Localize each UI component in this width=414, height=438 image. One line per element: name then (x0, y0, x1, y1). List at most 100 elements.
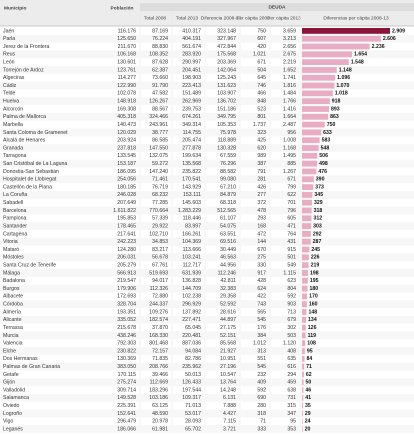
cell-number: 690 (257, 395, 266, 401)
row-stripe (0, 128, 414, 137)
cell-number: 46.563 (220, 255, 236, 261)
cell-number: 62.387 (152, 67, 168, 73)
bar (302, 129, 322, 136)
cell-number: 65.045 (185, 325, 201, 331)
cell-municipio: Salamanca (3, 395, 29, 401)
cell-number: 145.603 (182, 200, 201, 206)
bar (302, 74, 336, 81)
bar (302, 35, 381, 42)
cell-number: 512.565 (217, 208, 236, 214)
column-header: Per cápita 2013 (267, 15, 301, 21)
bar-label: 160 (309, 302, 318, 308)
cell-number: 76.719 (152, 184, 168, 190)
bar (302, 98, 330, 105)
bar (302, 113, 329, 120)
bar-label: 287 (313, 239, 322, 245)
cell-number: 10.547 (220, 372, 236, 378)
cell-number: 103.186 (149, 395, 168, 401)
cell-number: 372 (257, 200, 266, 206)
cell-number: 195.853 (117, 216, 136, 222)
cell-municipio: Elche (3, 348, 16, 354)
column-header: Total 2013 (176, 15, 198, 21)
cell-number: 3.659 (283, 28, 296, 34)
bar (302, 176, 314, 183)
cell-number: 410.317 (182, 28, 201, 34)
cell-number: 28.616 (220, 309, 236, 315)
cell-number: 44.956 (220, 263, 236, 269)
cell-number: 166.261 (182, 231, 201, 237)
cell-number: 71.835 (152, 356, 168, 362)
cell-number: 32.383 (220, 286, 236, 292)
bar (302, 394, 304, 401)
row-stripe (0, 237, 414, 246)
cell-number: 7.115 (223, 419, 236, 425)
cell-municipio: Cartagena (3, 231, 27, 237)
bar-label: 583 (322, 138, 331, 144)
bar (302, 363, 305, 370)
cell-number: 21.927 (220, 348, 236, 354)
cell-number: 409 (257, 380, 266, 386)
cell-number: 478 (257, 208, 266, 214)
cell-municipio: Castellón de la Plana (3, 184, 52, 190)
bar (302, 137, 320, 144)
cell-number: 472 (257, 231, 266, 237)
cell-number: 217.641 (117, 231, 136, 237)
cell-municipio: Telde (3, 91, 16, 97)
cell-number: 123.761 (117, 67, 136, 73)
cell-number: 147.550 (149, 145, 168, 151)
bar-label: 373 (315, 184, 324, 190)
cell-municipio: La Coruña (3, 192, 27, 198)
cell-number: 28.093 (185, 419, 201, 425)
cell-number: 917 (257, 270, 266, 276)
bar-label: 119 (308, 333, 316, 339)
cell-number: 219.547 (117, 278, 136, 284)
cell-number: 103.241 (182, 255, 201, 261)
cell-number: 178.465 (117, 223, 136, 229)
cell-number: 136.702 (217, 99, 236, 105)
cell-number: 183.296 (149, 387, 168, 393)
row-stripe (0, 378, 414, 387)
cell-number: 302 (287, 325, 296, 331)
bar-label: 108 (307, 341, 316, 347)
cell-number: 2.487 (283, 122, 296, 128)
cell-number: 405.318 (117, 114, 136, 120)
bar (302, 301, 307, 308)
cell-number: 67.210 (220, 184, 236, 190)
cell-number: 431 (287, 239, 296, 245)
cell-number: 1.495 (283, 153, 296, 159)
cell-number: 71.013 (185, 403, 201, 409)
cell-number: 84.879 (220, 192, 236, 198)
cell-number: 428 (257, 278, 266, 284)
cell-number: 207.649 (117, 200, 136, 206)
cell-municipio: Alicante (3, 317, 22, 323)
cell-number: 125.243 (217, 75, 236, 81)
cell-number: 438.246 (117, 333, 136, 339)
bar (302, 145, 319, 151)
cell-number: 353 (287, 426, 296, 432)
cell-number: 42.811 (221, 278, 237, 284)
cell-municipio: Móstoles (3, 255, 24, 261)
row-stripe (0, 97, 414, 106)
cell-number: 296.929 (182, 302, 201, 308)
cell-municipio: Leganés (3, 426, 23, 432)
cell-number: 244.337 (149, 302, 168, 308)
cell-number: 293 (257, 216, 266, 222)
cell-number: 903 (287, 302, 296, 308)
cell-number: 67.761 (152, 263, 168, 269)
cell-number: 86.585 (152, 138, 168, 144)
cell-number: 102.238 (182, 294, 201, 300)
row-stripe (0, 253, 414, 262)
bar-label: 41 (305, 395, 311, 401)
cell-municipio: Hospitalet de Llobregat (3, 177, 57, 183)
cell-number: 103.907 (217, 91, 236, 97)
cell-number: 7.888 (223, 403, 236, 409)
cell-number: 50.013 (185, 372, 201, 378)
cell-number: 503 (287, 333, 296, 339)
cell-number: 126.433 (182, 380, 201, 386)
cell-number: 750 (257, 28, 266, 34)
bar (302, 121, 325, 128)
row-stripe (0, 362, 414, 371)
cell-municipio: Marbella (3, 122, 23, 128)
cell-number: 277 (257, 192, 266, 198)
cell-number: 87.628 (152, 60, 168, 66)
